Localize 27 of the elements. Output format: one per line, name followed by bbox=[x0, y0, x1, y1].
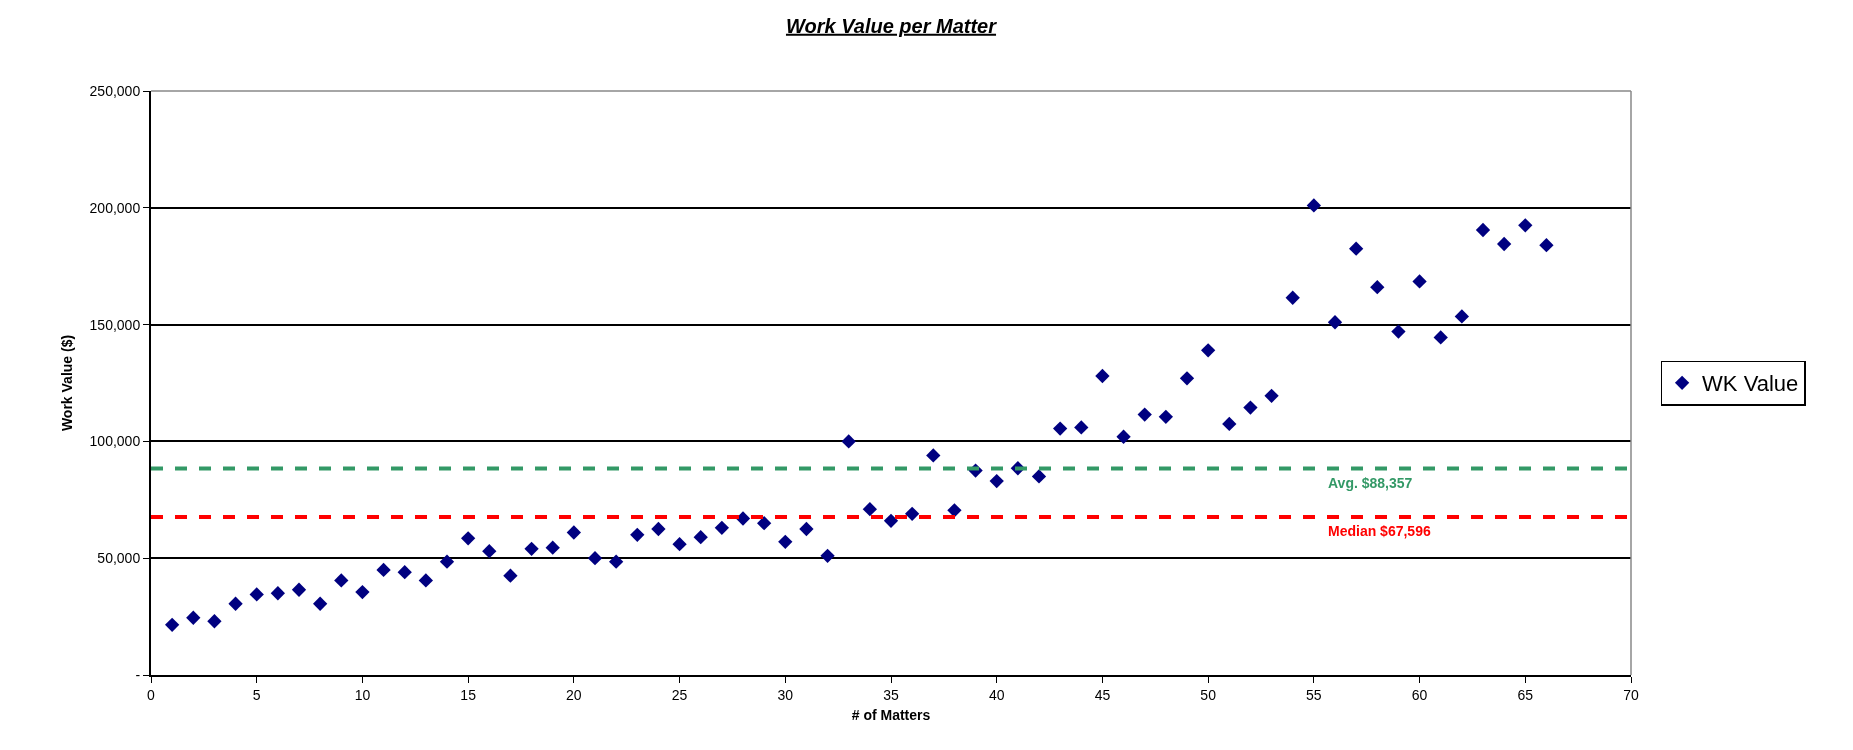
x-tick-label: 65 bbox=[1517, 686, 1534, 703]
y-tick-label: 250,000 bbox=[89, 82, 141, 99]
x-tick-label: 10 bbox=[354, 686, 371, 703]
x-tick-label: 30 bbox=[777, 686, 794, 703]
x-tick-label: 5 bbox=[252, 686, 261, 703]
y-tick-label: 150,000 bbox=[89, 316, 141, 333]
x-tick-label: 25 bbox=[671, 686, 688, 703]
x-tick-label: 15 bbox=[460, 686, 477, 703]
ref-line-label: Avg. $88,357 bbox=[1328, 475, 1413, 491]
y-axis-title: Work Value ($) bbox=[58, 334, 75, 432]
x-tick-label: 45 bbox=[1094, 686, 1111, 703]
x-tick-label: 50 bbox=[1200, 686, 1217, 703]
legend-label: WK Value bbox=[1702, 371, 1799, 397]
y-tick-label: - bbox=[135, 666, 141, 683]
x-tick-label: 60 bbox=[1411, 686, 1428, 703]
chart-title: Work Value per Matter bbox=[785, 14, 998, 37]
y-tick-label: 200,000 bbox=[89, 199, 141, 216]
y-tick-label: 100,000 bbox=[89, 433, 141, 450]
x-tick-label: 20 bbox=[566, 686, 582, 703]
x-tick-label: 55 bbox=[1306, 686, 1322, 703]
ref-line-label: Median $67,596 bbox=[1328, 523, 1431, 539]
x-axis-title: # of Matters bbox=[851, 706, 931, 723]
x-tick-label: 35 bbox=[883, 686, 899, 703]
x-tick-label: 70 bbox=[1623, 686, 1639, 703]
y-tick-label: 50,000 bbox=[97, 550, 141, 567]
x-tick-label: 40 bbox=[988, 686, 1005, 703]
x-tick-label: 0 bbox=[147, 686, 156, 703]
